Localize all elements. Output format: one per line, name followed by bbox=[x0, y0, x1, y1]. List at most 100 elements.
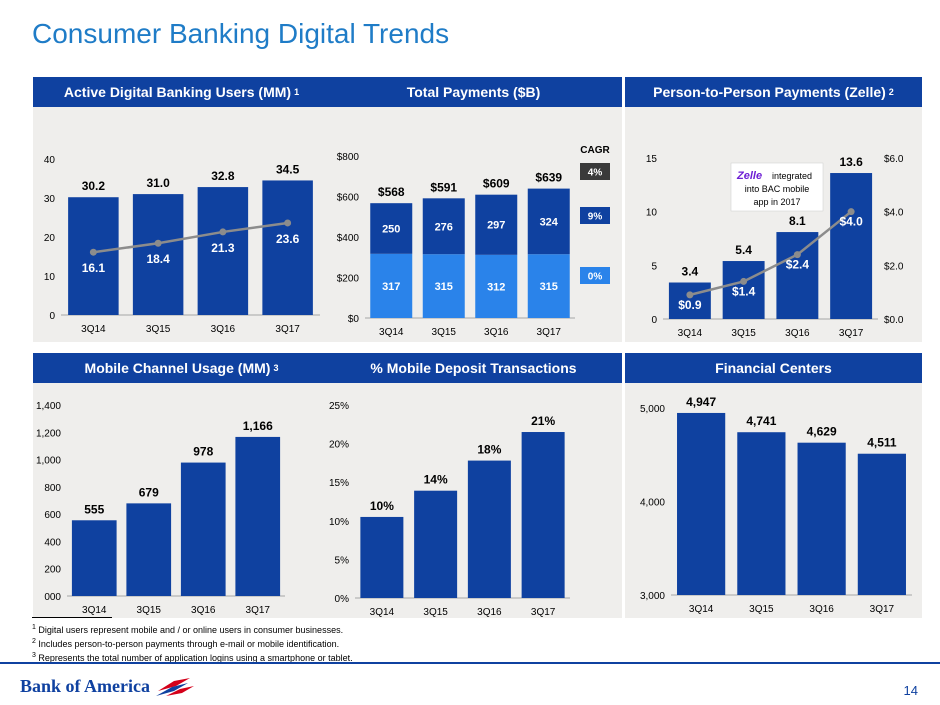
line-point bbox=[740, 277, 748, 285]
x-tick-label: 3Q14 bbox=[678, 328, 703, 339]
bar-value-label: 297 bbox=[487, 220, 505, 232]
x-tick-label: 3Q16 bbox=[809, 604, 834, 615]
line-value-label: 18.4 bbox=[146, 252, 170, 266]
y-tick-label: $200 bbox=[337, 274, 360, 285]
x-tick-label: 3Q14 bbox=[81, 324, 106, 335]
panel-mobile-usage: Mobile Channel Usage (MM) 3 000 200 400 600 8… bbox=[33, 353, 330, 618]
bar bbox=[467, 460, 511, 598]
total-label: $591 bbox=[430, 180, 457, 194]
series-line bbox=[689, 210, 852, 297]
x-tick-label: 3Q16 bbox=[477, 607, 502, 618]
line-value-label: $2.4 bbox=[786, 258, 810, 272]
bar bbox=[521, 432, 565, 598]
y-tick-label: 0 bbox=[651, 315, 657, 326]
y-tick-label: $800 bbox=[337, 152, 360, 163]
bar bbox=[797, 442, 846, 595]
bar-value-label: 8.1 bbox=[789, 214, 806, 228]
line-point bbox=[154, 239, 162, 247]
x-tick-label: 3Q16 bbox=[785, 328, 810, 339]
bar-value-label: 276 bbox=[435, 221, 453, 233]
y-tick-label: 5 bbox=[651, 261, 657, 272]
x-tick-label: 3Q17 bbox=[870, 604, 895, 615]
bar bbox=[677, 412, 726, 595]
line-value-label: 21.3 bbox=[211, 241, 235, 255]
chart-mobile-deposit: 0% 5% 10% 15% 20% 25% 3Q14 3Q15 3Q16 3Q17 10% 14% 18… bbox=[329, 401, 570, 618]
line-value-label: 23.6 bbox=[276, 232, 300, 246]
bar bbox=[527, 188, 570, 255]
y-tick-label: 30 bbox=[44, 194, 56, 205]
footnote: 3 Represents the total number of applica… bbox=[32, 652, 353, 663]
bank-logo: Bank of America bbox=[20, 676, 196, 697]
bar bbox=[722, 261, 765, 319]
total-label: $568 bbox=[378, 185, 405, 199]
line-value-label: 16.1 bbox=[82, 261, 106, 275]
bar bbox=[360, 516, 404, 598]
bar bbox=[370, 253, 413, 318]
bar-value-label: 4,511 bbox=[867, 436, 897, 450]
panel-financial-centers: Financial Centers 3,000 4,000 5,000 3Q14 3Q1… bbox=[625, 353, 922, 618]
panel-title: Total Payments ($B) bbox=[325, 77, 622, 107]
bar bbox=[68, 197, 119, 315]
footnotes: 1 Digital users represent mobile and / o… bbox=[32, 622, 353, 664]
panel-title: % Mobile Deposit Transactions bbox=[325, 353, 622, 383]
y-tick-label: 15% bbox=[329, 478, 349, 489]
x-tick-label: 3Q15 bbox=[423, 607, 448, 618]
y-tick-label: 400 bbox=[44, 537, 61, 548]
y-tick-label: 5,000 bbox=[640, 404, 665, 415]
x-tick-label: 3Q15 bbox=[749, 604, 774, 615]
bar bbox=[857, 453, 906, 595]
panel-title: Financial Centers bbox=[625, 353, 922, 383]
series-line bbox=[93, 221, 288, 254]
y-tick-label: 15 bbox=[646, 154, 658, 165]
chart-zelle: 0 5 10 15 $0.0 $2.0 $4.0 $6.0 3Q14 3Q15 3Q16 3Q17 3.… bbox=[646, 154, 904, 339]
x-tick-label: 3Q14 bbox=[82, 605, 107, 616]
x-tick-label: 3Q17 bbox=[275, 324, 300, 335]
line-point bbox=[219, 228, 227, 236]
bar-value-label: 1,166 bbox=[243, 419, 273, 433]
bar bbox=[737, 432, 786, 595]
x-tick-label: 3Q15 bbox=[137, 605, 162, 616]
x-tick-label: 3Q14 bbox=[689, 604, 714, 615]
chart-active-users: 0 10 20 30 40 3Q14 3Q15 3Q16 3Q17 30.2 31.0 32.8 34.… bbox=[44, 155, 320, 335]
bar-value-label: 4,629 bbox=[807, 425, 837, 439]
cagr-value: 0% bbox=[588, 272, 603, 283]
bar-value-label: 13.6 bbox=[839, 155, 863, 169]
line-point bbox=[686, 291, 694, 299]
line-point bbox=[284, 219, 292, 227]
y-tick-label: $400 bbox=[337, 233, 360, 244]
bar bbox=[180, 462, 226, 596]
bar-value-label: 679 bbox=[139, 485, 159, 499]
bar-value-label: 315 bbox=[435, 281, 453, 293]
bar-value-label: 250 bbox=[382, 223, 400, 235]
bar bbox=[262, 180, 313, 315]
x-tick-label: 3Q14 bbox=[379, 327, 404, 338]
bar-value-label: 317 bbox=[382, 281, 400, 293]
chart-total-payments: $0 $200 $400 $600 $800 3Q14 3Q15 3Q16 3Q17 317 315… bbox=[337, 145, 611, 338]
panel-zelle: Person-to-Person Payments (Zelle) 2 0 5 10 1… bbox=[625, 77, 922, 342]
x-tick-label: 3Q16 bbox=[211, 324, 236, 335]
panel-title: Mobile Channel Usage (MM) 3 bbox=[33, 353, 330, 383]
bottom-rule bbox=[0, 662, 940, 664]
bar-value-label: 4,947 bbox=[686, 395, 716, 409]
bar bbox=[830, 173, 873, 319]
y-tick-label: 20 bbox=[44, 233, 56, 244]
bar-value-label: 10% bbox=[370, 499, 394, 513]
footnote: 1 Digital users represent mobile and / o… bbox=[32, 624, 344, 635]
y-tick-label: 200 bbox=[44, 565, 61, 576]
y-tick-label: $600 bbox=[337, 193, 360, 204]
line-value-label: $1.4 bbox=[732, 284, 756, 298]
cagr-value: 4% bbox=[588, 168, 603, 179]
y-tick-label: 3,000 bbox=[640, 591, 665, 602]
x-tick-label: 3Q16 bbox=[191, 605, 216, 616]
bar-value-label: 32.8 bbox=[211, 169, 235, 183]
x-tick-label: 3Q15 bbox=[731, 328, 756, 339]
chart-mobile-usage: 000 200 400 600 800 1,000 1,200 1,400 3Q14 3Q15 3Q… bbox=[36, 401, 285, 616]
cagr-heading: CAGR bbox=[580, 145, 610, 156]
y-tick-label: $0 bbox=[348, 314, 360, 325]
panel-total-payments: Total Payments ($B) $0 $200 $400 $600 $800 3Q… bbox=[325, 77, 622, 342]
flag-icon bbox=[156, 677, 194, 696]
bar bbox=[197, 187, 249, 315]
y-tick-label: 0% bbox=[335, 594, 350, 605]
panel-active-users: Active Digital Banking Users (MM) 1 0 10 20… bbox=[33, 77, 330, 342]
y-tick-label: 10 bbox=[646, 208, 658, 219]
